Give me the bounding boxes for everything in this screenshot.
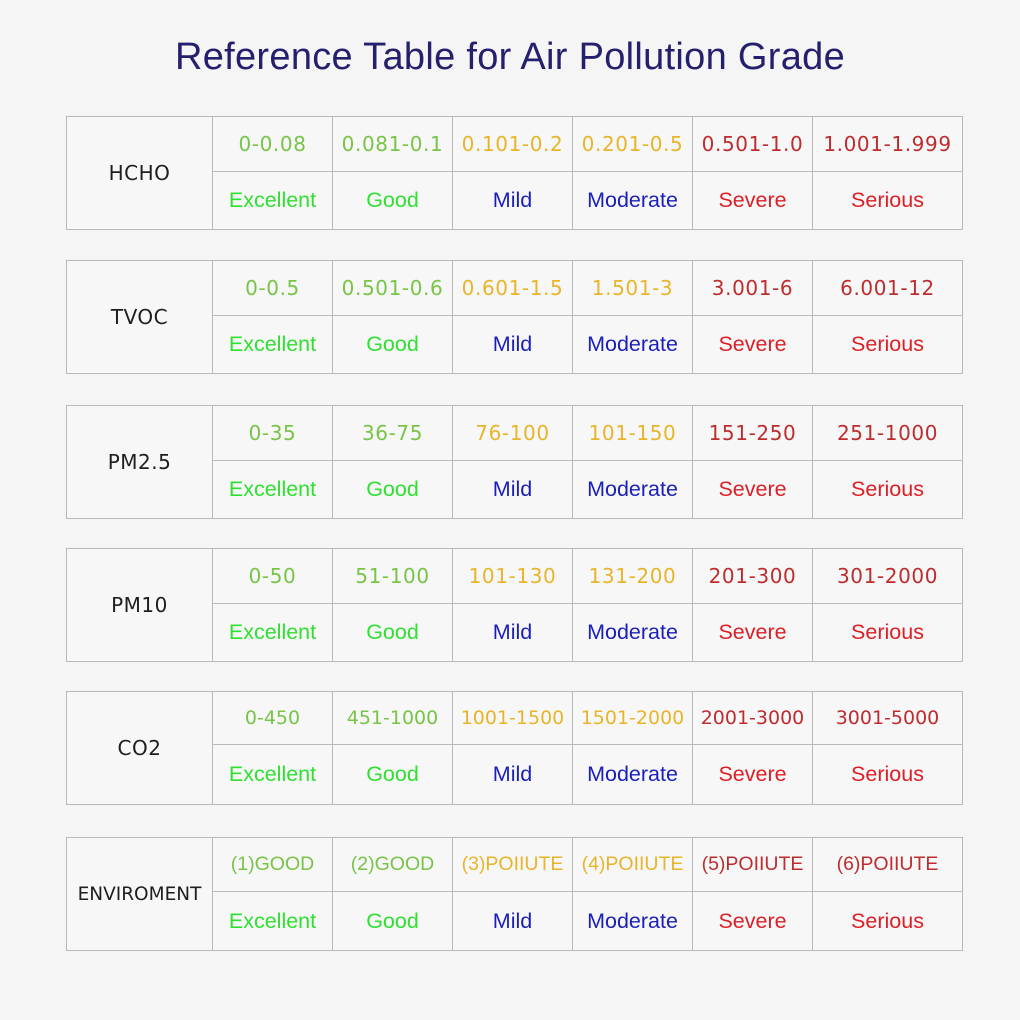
range-cell: 76-100 [452, 404, 573, 462]
grade-label-mild: Mild [452, 460, 573, 519]
range-cell: (4)POIIUTE [572, 836, 693, 893]
range-cell: 3001-5000 [812, 690, 963, 746]
range-cell: 201-300 [692, 547, 813, 605]
pm25-table: PM2.5 0-35 36-75 76-100 101-150 151-250 … [66, 404, 963, 519]
range-cell: 101-150 [572, 404, 693, 462]
pollutant-name: PM10 [66, 548, 213, 662]
range-cell: 6.001-12 [812, 259, 963, 317]
grade-label-excellent: Excellent [212, 891, 333, 951]
hcho-table: HCHO 0-0.08 0.081-0.1 0.101-0.2 0.201-0.… [66, 115, 963, 230]
range-cell: 0.501-0.6 [332, 259, 453, 317]
grade-label-severe: Severe [692, 460, 813, 519]
range-cell: 1001-1500 [452, 690, 573, 746]
grade-label-moderate: Moderate [572, 171, 693, 230]
grade-label-serious: Serious [812, 744, 963, 805]
grade-label-serious: Serious [812, 315, 963, 374]
grade-label-serious: Serious [812, 171, 963, 230]
grade-label-good: Good [332, 603, 453, 662]
grade-label-good: Good [332, 891, 453, 951]
grade-label-severe: Severe [692, 315, 813, 374]
pollutant-name: CO2 [66, 691, 213, 805]
grade-label-severe: Severe [692, 744, 813, 805]
range-cell: 151-250 [692, 404, 813, 462]
grade-label-mild: Mild [452, 891, 573, 951]
tvoc-table: TVOC 0-0.5 0.501-0.6 0.601-1.5 1.501-3 3… [66, 259, 963, 374]
range-cell: 2001-3000 [692, 690, 813, 746]
grade-label-excellent: Excellent [212, 603, 333, 662]
range-cell: 451-1000 [332, 690, 453, 746]
grade-label-mild: Mild [452, 603, 573, 662]
range-cell: 3.001-6 [692, 259, 813, 317]
grade-label-mild: Mild [452, 171, 573, 230]
grade-label-good: Good [332, 315, 453, 374]
range-cell: 0.501-1.0 [692, 115, 813, 173]
grade-label-good: Good [332, 744, 453, 805]
range-cell: 51-100 [332, 547, 453, 605]
range-cell: 0-0.08 [212, 115, 333, 173]
range-cell: 131-200 [572, 547, 693, 605]
grade-label-excellent: Excellent [212, 315, 333, 374]
range-cell: 0-0.5 [212, 259, 333, 317]
grade-label-serious: Serious [812, 460, 963, 519]
pollutant-name: TVOC [66, 260, 213, 374]
range-cell: 0.101-0.2 [452, 115, 573, 173]
range-cell: 0-35 [212, 404, 333, 462]
grade-label-moderate: Moderate [572, 603, 693, 662]
grade-label-excellent: Excellent [212, 744, 333, 805]
grade-label-severe: Severe [692, 171, 813, 230]
grade-label-excellent: Excellent [212, 171, 333, 230]
range-cell: (3)POIIUTE [452, 836, 573, 893]
grade-label-good: Good [332, 460, 453, 519]
range-cell: (1)GOOD [212, 836, 333, 893]
pollutant-name: ENVIROMENT [66, 837, 213, 951]
grade-label-moderate: Moderate [572, 744, 693, 805]
co2-table: CO2 0-450 451-1000 1001-1500 1501-2000 2… [66, 690, 963, 805]
grade-label-severe: Severe [692, 891, 813, 951]
pollutant-name: PM2.5 [66, 405, 213, 519]
environment-table: ENVIROMENT (1)GOOD (2)GOOD (3)POIIUTE (4… [66, 836, 963, 951]
grade-label-mild: Mild [452, 315, 573, 374]
range-cell: 301-2000 [812, 547, 963, 605]
range-cell: 1501-2000 [572, 690, 693, 746]
range-cell: (5)POIIUTE [692, 836, 813, 893]
grade-label-severe: Severe [692, 603, 813, 662]
range-cell: 0-450 [212, 690, 333, 746]
range-cell: 0.601-1.5 [452, 259, 573, 317]
pm10-table: PM10 0-50 51-100 101-130 131-200 201-300… [66, 547, 963, 662]
pollutant-name: HCHO [66, 116, 213, 230]
range-cell: 1.001-1.999 [812, 115, 963, 173]
range-cell: (6)POIIUTE [812, 836, 963, 893]
grade-label-serious: Serious [812, 891, 963, 951]
grade-label-serious: Serious [812, 603, 963, 662]
grade-label-excellent: Excellent [212, 460, 333, 519]
range-cell: 101-130 [452, 547, 573, 605]
range-cell: 36-75 [332, 404, 453, 462]
range-cell: 1.501-3 [572, 259, 693, 317]
range-cell: (2)GOOD [332, 836, 453, 893]
range-cell: 0.201-0.5 [572, 115, 693, 173]
grade-label-moderate: Moderate [572, 460, 693, 519]
grade-label-mild: Mild [452, 744, 573, 805]
grade-label-good: Good [332, 171, 453, 230]
range-cell: 0.081-0.1 [332, 115, 453, 173]
grade-label-moderate: Moderate [572, 891, 693, 951]
page-title: Reference Table for Air Pollution Grade [174, 36, 846, 78]
range-cell: 0-50 [212, 547, 333, 605]
grade-label-moderate: Moderate [572, 315, 693, 374]
range-cell: 251-1000 [812, 404, 963, 462]
